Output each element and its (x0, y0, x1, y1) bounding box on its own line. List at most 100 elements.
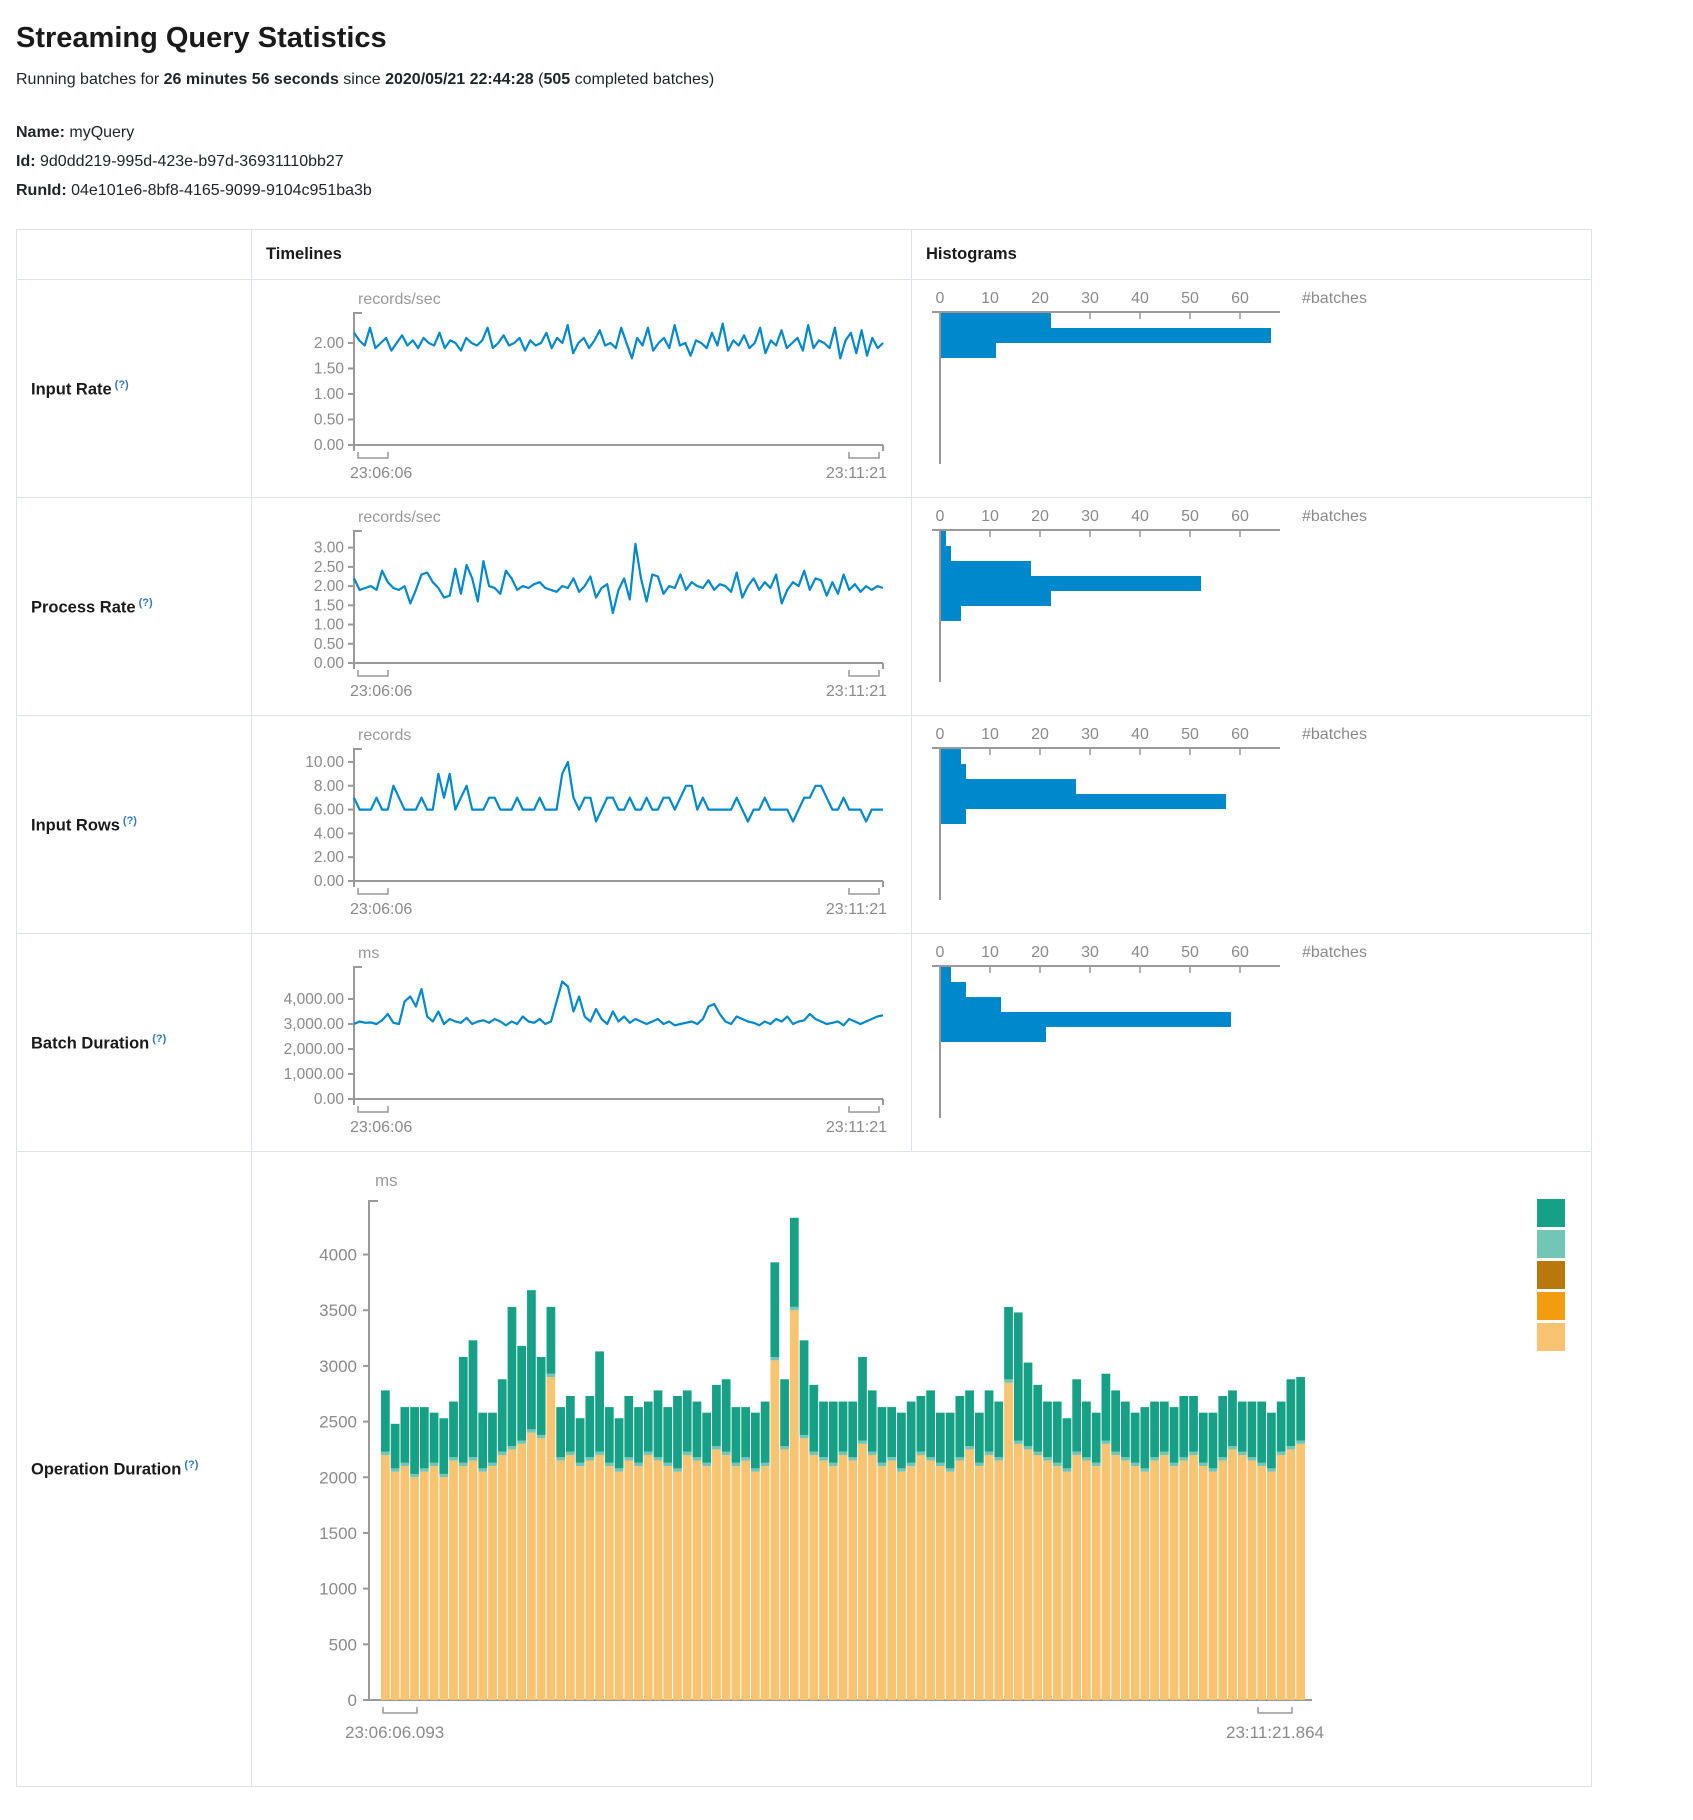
svg-text:10: 10 (981, 508, 999, 525)
svg-text:0.00: 0.00 (314, 437, 345, 454)
svg-text:10.00: 10.00 (305, 754, 344, 771)
help-icon[interactable]: (?) (114, 378, 129, 391)
help-icon[interactable]: (?) (122, 814, 137, 827)
svg-text:3500: 3500 (319, 1302, 357, 1321)
svg-text:4000: 4000 (319, 1246, 357, 1265)
query-id-value: 9d0dd219-995d-423e-b97d-36931110bb27 (40, 152, 344, 170)
svg-text:1500: 1500 (319, 1524, 357, 1543)
table-row-input-rate: Input Rate (?) records/sec 0.00 0.50 1.00 1.5… (16, 279, 1592, 499)
svg-text:ms: ms (358, 945, 379, 962)
page-title: Streaming Query Statistics (16, 22, 387, 54)
svg-text:23:11:21: 23:11:21 (826, 1119, 887, 1136)
svg-text:0.50: 0.50 (314, 412, 345, 429)
svg-text:4,000.00: 4,000.00 (284, 991, 345, 1008)
batch-duration-histogram-chart: 0 10 20 30 40 50 60 #batches (932, 944, 1367, 1119)
svg-text:records/sec: records/sec (358, 291, 441, 308)
svg-text:2000: 2000 (319, 1469, 357, 1488)
stats-table: Timelines Histograms Input Rate (?) recor… (16, 229, 1592, 1788)
row-label-input-rows: Input Rows (?) (16, 715, 252, 935)
query-info: Name: myQuery Id: 9d0dd219-995d-423e-b97… (16, 119, 1676, 205)
svg-text:records/sec: records/sec (358, 509, 441, 526)
svg-text:30: 30 (1081, 726, 1099, 743)
svg-text:8.00: 8.00 (314, 778, 345, 795)
svg-text:0: 0 (936, 290, 945, 307)
help-icon[interactable]: (?) (184, 1459, 199, 1472)
input-rate-timeline-chart: records/sec 0.00 0.50 1.00 1.50 2.00 23:06:06 2… (314, 291, 887, 482)
running-duration: 26 minutes 56 seconds (163, 71, 339, 88)
svg-text:50: 50 (1181, 944, 1199, 961)
svg-text:records: records (358, 727, 411, 744)
svg-text:500: 500 (329, 1636, 357, 1655)
process-rate-timeline-chart: records/sec 0.00 0.50 1.00 1.50 2.00 2.50 3.00 2… (314, 509, 887, 700)
svg-text:2500: 2500 (319, 1413, 357, 1432)
col-header-timelines: Timelines (251, 229, 912, 281)
svg-text:3,000.00: 3,000.00 (284, 1016, 345, 1033)
svg-text:4.00: 4.00 (314, 826, 345, 843)
svg-text:1000: 1000 (319, 1580, 357, 1599)
svg-text:10: 10 (981, 726, 999, 743)
svg-text:0: 0 (936, 726, 945, 743)
legend-swatch (1537, 1292, 1565, 1321)
svg-text:1.50: 1.50 (314, 361, 345, 378)
svg-text:50: 50 (1181, 290, 1199, 307)
svg-text:0: 0 (936, 944, 945, 961)
query-runid-value: 04e101e6-8bf8-4165-9099-9104c951ba3b (71, 181, 372, 199)
svg-text:10: 10 (981, 944, 999, 961)
svg-text:2,000.00: 2,000.00 (284, 1041, 345, 1058)
running-summary: Running batches for 26 minutes 56 second… (16, 71, 715, 88)
row-label-operation-duration: Operation Duration (?) (16, 1151, 252, 1788)
svg-text:6.00: 6.00 (314, 802, 345, 819)
input-rows-histogram-chart: 0 10 20 30 40 50 60 #batches (932, 726, 1367, 901)
svg-text:1,000.00: 1,000.00 (284, 1066, 345, 1083)
table-row-process-rate: Process Rate (?) records/sec 0.00 0.50 1.00 1… (16, 497, 1592, 717)
svg-text:1.00: 1.00 (314, 386, 345, 403)
svg-text:0: 0 (348, 1691, 357, 1710)
input-rows-timeline-chart: records 0.00 2.00 4.00 6.00 8.00 10.00 23:06:06… (305, 727, 887, 918)
svg-text:23:11:21.864: 23:11:21.864 (1226, 1723, 1324, 1742)
legend-swatch (1537, 1261, 1565, 1290)
col-header-histograms: Histograms (911, 229, 1592, 281)
svg-text:23:06:06: 23:06:06 (350, 683, 412, 700)
legend-swatch (1537, 1323, 1565, 1352)
svg-text:60: 60 (1231, 290, 1249, 307)
svg-text:1.50: 1.50 (314, 598, 345, 615)
help-icon[interactable]: (?) (138, 596, 153, 609)
process-rate-histogram-chart: 0 10 20 30 40 50 60 #batches (932, 508, 1367, 683)
svg-text:3000: 3000 (319, 1357, 357, 1376)
operation-duration-chart: ms 0 500 1000 1500 2000 2500 3000 3500 4000 23:06:… (319, 1171, 1565, 1742)
svg-text:30: 30 (1081, 944, 1099, 961)
svg-text:40: 40 (1131, 290, 1149, 307)
svg-text:ms: ms (375, 1171, 398, 1190)
svg-text:40: 40 (1131, 944, 1149, 961)
svg-text:23:06:06: 23:06:06 (350, 1119, 412, 1136)
svg-text:3.00: 3.00 (314, 540, 345, 557)
legend-swatch (1537, 1230, 1565, 1259)
svg-text:2.00: 2.00 (314, 335, 345, 352)
col-header-empty (16, 229, 252, 281)
svg-text:10: 10 (981, 290, 999, 307)
svg-text:23:06:06.093: 23:06:06.093 (345, 1723, 444, 1742)
help-icon[interactable]: (?) (152, 1032, 167, 1045)
svg-text:60: 60 (1231, 726, 1249, 743)
start-time: 2020/05/21 22:44:28 (385, 71, 534, 88)
svg-text:23:06:06: 23:06:06 (350, 465, 412, 482)
svg-text:20: 20 (1031, 944, 1049, 961)
row-label-input-rate: Input Rate (?) (16, 279, 252, 499)
batch-duration-timeline-chart: ms 0.00 1,000.00 2,000.00 3,000.00 4,000.00 23… (284, 945, 887, 1136)
svg-text:#batches: #batches (1302, 508, 1367, 525)
table-row-input-rows: Input Rows (?) records 0.00 2.00 4.00 6.00 8.0… (16, 715, 1592, 935)
svg-text:#batches: #batches (1302, 944, 1367, 961)
svg-text:40: 40 (1131, 726, 1149, 743)
svg-text:#batches: #batches (1302, 726, 1367, 743)
row-label-process-rate: Process Rate (?) (16, 497, 252, 717)
query-name-value: myQuery (69, 124, 135, 141)
input-rate-histogram-chart: 0 10 20 30 40 50 60 #batches (932, 290, 1367, 465)
table-row-operation-duration: Operation Duration (?) ms 0 500 1000 1500 2000… (16, 1151, 1592, 1788)
svg-text:40: 40 (1131, 508, 1149, 525)
svg-text:30: 30 (1081, 290, 1099, 307)
svg-text:23:11:21: 23:11:21 (826, 683, 887, 700)
svg-text:60: 60 (1231, 508, 1249, 525)
svg-text:0.00: 0.00 (314, 655, 345, 672)
table-header-row: Timelines Histograms (16, 229, 1592, 281)
